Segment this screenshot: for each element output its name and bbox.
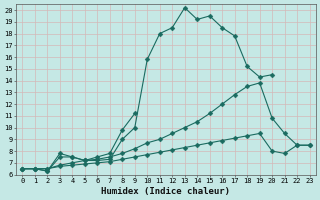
X-axis label: Humidex (Indice chaleur): Humidex (Indice chaleur) [101, 187, 230, 196]
